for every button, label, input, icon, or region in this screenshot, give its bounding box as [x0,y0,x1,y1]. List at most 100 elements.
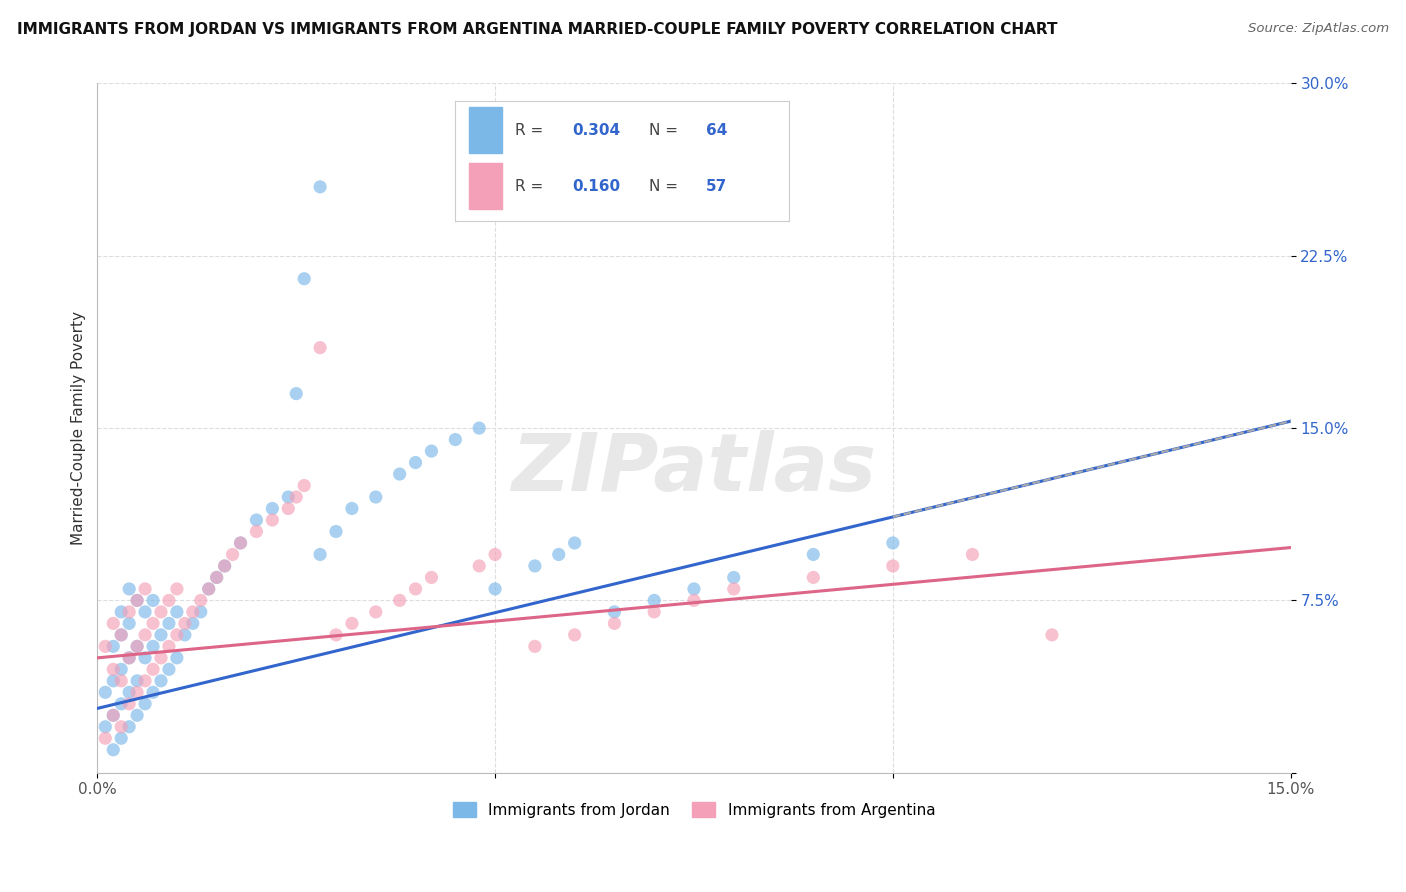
Point [214,558,236,573]
Point [292,271,315,285]
Point [110,697,132,711]
Point [127,640,149,654]
Point [110,731,132,746]
Point [173,628,195,642]
Point [134,651,156,665]
Point [205,570,228,584]
Point [190,605,212,619]
Point [134,605,156,619]
Point [801,570,824,584]
Point [962,548,984,562]
Point [405,456,427,470]
Point [110,673,132,688]
Point [801,548,824,562]
Point [214,558,236,573]
Point [245,513,267,527]
Point [643,605,665,619]
Point [420,570,443,584]
Point [723,570,745,584]
Point [110,628,132,642]
Point [110,662,132,676]
Point [118,616,141,631]
Point [103,673,125,688]
Point [134,697,156,711]
Point [142,640,165,654]
Point [127,685,149,699]
Point [134,673,156,688]
Point [405,582,427,596]
Point [166,605,188,619]
Point [150,651,173,665]
Point [103,708,125,723]
Point [118,582,141,596]
Point [118,697,141,711]
Point [340,616,363,631]
Point [127,708,149,723]
Point [142,616,165,631]
Point [277,490,299,504]
Point [205,570,228,584]
Point [166,628,188,642]
Point [118,720,141,734]
Point [134,582,156,596]
Point [118,685,141,699]
Point [110,605,132,619]
Point [94,685,117,699]
Point [166,582,188,596]
Point [245,524,267,539]
Point [388,593,411,607]
Point [229,536,252,550]
Point [94,640,117,654]
Text: ZIPatlas: ZIPatlas [512,431,876,508]
Point [127,673,149,688]
Point [127,593,149,607]
Point [103,616,125,631]
Point [1040,628,1063,642]
Point [285,490,308,504]
Point [94,720,117,734]
Point [468,558,491,573]
Point [523,640,546,654]
Point [309,548,332,562]
Point [364,490,387,504]
Point [882,558,904,573]
Point [309,179,332,194]
Point [564,628,586,642]
Legend: Immigrants from Jordan, Immigrants from Argentina: Immigrants from Jordan, Immigrants from … [447,796,942,823]
Point [166,651,188,665]
Point [118,605,141,619]
Point [388,467,411,481]
Point [173,616,195,631]
Point [94,731,117,746]
Point [134,628,156,642]
Point [484,582,506,596]
Point [683,593,706,607]
Point [262,501,284,516]
Point [142,593,165,607]
Point [221,548,243,562]
Point [683,582,706,596]
Point [325,524,347,539]
Text: Source: ZipAtlas.com: Source: ZipAtlas.com [1249,22,1389,36]
Point [364,605,387,619]
Point [157,616,180,631]
Point [118,651,141,665]
Point [292,478,315,492]
Y-axis label: Married-Couple Family Poverty: Married-Couple Family Poverty [72,311,86,545]
Point [603,605,626,619]
Point [181,605,204,619]
Point [262,513,284,527]
Point [547,548,569,562]
Point [150,673,173,688]
Point [309,341,332,355]
Point [150,628,173,642]
Point [157,662,180,676]
Point [110,628,132,642]
Point [603,616,626,631]
Point [523,558,546,573]
Point [103,743,125,757]
Point [564,536,586,550]
Point [157,640,180,654]
Point [882,536,904,550]
Point [229,536,252,550]
